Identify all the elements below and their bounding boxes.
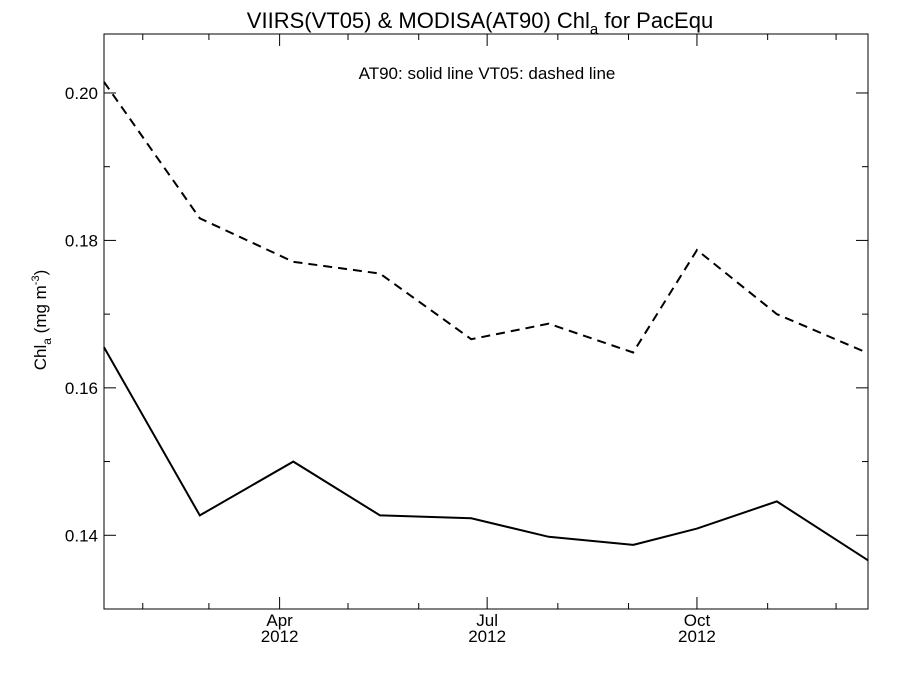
x-tick-label-month: Apr	[266, 611, 293, 630]
y-tick-label: 0.20	[65, 84, 98, 103]
x-tick-label-year: 2012	[468, 627, 506, 646]
x-tick-label-month: Oct	[684, 611, 711, 630]
plot-frame	[103, 33, 869, 610]
y-tick-label: 0.18	[65, 231, 98, 250]
y-tick-label: 0.16	[65, 379, 98, 398]
chart-annotation: AT90: solid line VT05: dashed line	[359, 64, 616, 83]
chart-title: VIIRS(VT05) & MODISA(AT90) Chla for PacE…	[247, 8, 713, 38]
series-lines	[103, 81, 869, 562]
series-line-vt05	[103, 81, 869, 355]
x-tick-label-year: 2012	[261, 627, 299, 646]
series-line-at90	[103, 346, 869, 562]
y-tick-label: 0.14	[65, 526, 98, 545]
x-tick-label-month: Jul	[476, 611, 498, 630]
x-tick-label-year: 2012	[678, 627, 716, 646]
y-axis-label: Chla (mg m-3)	[30, 270, 54, 371]
